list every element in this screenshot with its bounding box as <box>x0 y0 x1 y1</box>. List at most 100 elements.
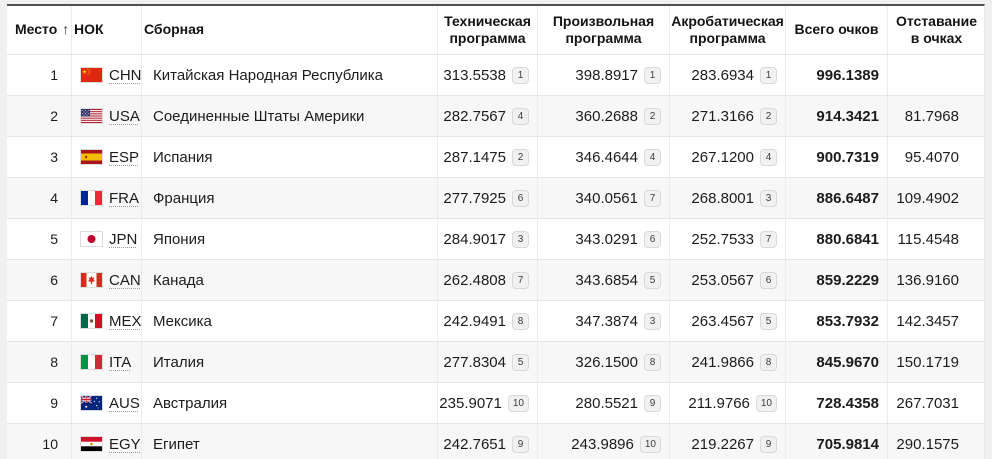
noc-cell: ESP <box>71 137 141 177</box>
team-cell: Мексика <box>141 301 437 341</box>
noc-cell: MEX <box>71 301 141 341</box>
rank-badge: 7 <box>760 230 777 248</box>
place-cell: 1 <box>50 67 58 83</box>
noc-cell: USA <box>71 96 141 136</box>
column-header-noc-label: НОК <box>74 21 104 38</box>
noc-code[interactable]: CAN <box>109 271 141 289</box>
rank-badge: 10 <box>507 394 529 412</box>
rank-badge: 8 <box>644 353 661 371</box>
noc-code[interactable]: EGY <box>109 435 141 453</box>
acro-score-cell: 253.0567 6 <box>669 260 785 300</box>
total-cell: 914.3421 <box>785 96 887 136</box>
rank-badge: 10 <box>755 394 777 412</box>
tech-score-cell: 262.4808 7 <box>437 260 537 300</box>
rank-badge: 2 <box>644 107 661 125</box>
behind-cell: 95.4070 <box>887 137 985 177</box>
table-body: 1 CHN Китайская Народная Республика 313.… <box>7 55 984 459</box>
noc-code[interactable]: AUS <box>109 394 140 412</box>
table-row: 7 MEX Мексика 242.9491 8 347.3874 3 263.… <box>7 300 984 341</box>
rank-badge: 4 <box>760 148 777 166</box>
acro-score-cell: 252.7533 7 <box>669 219 785 259</box>
noc-cell: JPN <box>71 219 141 259</box>
team-cell: Франция <box>141 178 437 218</box>
acro-score-cell: 263.4567 5 <box>669 301 785 341</box>
column-header-noc: НОК <box>71 6 141 54</box>
table-header-row: Место ↑ НОК Сборная Техническая программ… <box>7 6 984 55</box>
table-row: 2 USA Соединенные Штаты Америки 282.7567… <box>7 95 984 136</box>
table-row: 3 ESP Испания 287.1475 2 346.4644 4 267.… <box>7 136 984 177</box>
column-header-acrobatic-label: Акробатическая программа <box>671 12 784 47</box>
acro-score-cell: 211.9766 10 <box>669 383 785 423</box>
team-cell: Канада <box>141 260 437 300</box>
noc-code[interactable]: JPN <box>109 230 138 248</box>
noc-cell: CHN <box>71 55 141 95</box>
behind-cell <box>887 55 985 95</box>
table-row: 10 EGY Египет 242.7651 9 243.9896 10 219… <box>7 423 984 459</box>
team-cell: Австралия <box>141 383 437 423</box>
table-row: 9 AUS Австралия 235.9071 10 280.5521 9 2… <box>7 382 984 423</box>
flag-icon-can <box>80 272 103 288</box>
noc-code[interactable]: CHN <box>109 66 141 84</box>
rank-badge: 2 <box>760 107 777 125</box>
column-header-place[interactable]: Место ↑ <box>7 6 71 54</box>
noc-code[interactable]: MEX <box>109 312 141 330</box>
behind-cell: 115.4548 <box>887 219 985 259</box>
rank-badge: 6 <box>760 271 777 289</box>
tech-score-cell: 277.8304 5 <box>437 342 537 382</box>
rank-badge: 1 <box>512 66 529 84</box>
flag-icon-mex <box>80 313 103 329</box>
noc-code[interactable]: FRA <box>109 189 139 207</box>
rank-badge: 1 <box>760 66 777 84</box>
table-row: 8 ITA Италия 277.8304 5 326.1500 8 241.9… <box>7 341 984 382</box>
tech-score-cell: 287.1475 2 <box>437 137 537 177</box>
team-cell: Египет <box>141 424 437 459</box>
flag-icon-fra <box>80 190 103 206</box>
rank-badge: 8 <box>512 312 529 330</box>
table-row: 6 CAN Канада 262.4808 7 343.6854 5 253.0… <box>7 259 984 300</box>
noc-code[interactable]: ITA <box>109 353 132 371</box>
place-cell: 3 <box>50 149 58 165</box>
sort-ascending-icon: ↑ <box>62 21 70 38</box>
behind-cell: 150.1719 <box>887 342 985 382</box>
place-cell: 7 <box>50 313 58 329</box>
rank-badge: 4 <box>644 148 661 166</box>
column-header-total: Всего очков <box>785 6 887 54</box>
rank-badge: 3 <box>512 230 529 248</box>
place-cell: 5 <box>50 231 58 247</box>
rank-badge: 4 <box>512 107 529 125</box>
noc-code[interactable]: ESP <box>109 148 140 166</box>
total-cell: 859.2229 <box>785 260 887 300</box>
place-cell: 9 <box>50 395 58 411</box>
behind-cell: 136.9160 <box>887 260 985 300</box>
rank-badge: 7 <box>512 271 529 289</box>
free-score-cell: 346.4644 4 <box>537 137 669 177</box>
rank-badge: 7 <box>644 189 661 207</box>
free-score-cell: 398.8917 1 <box>537 55 669 95</box>
noc-cell: ITA <box>71 342 141 382</box>
team-cell: Италия <box>141 342 437 382</box>
team-cell: Соединенные Штаты Америки <box>141 96 437 136</box>
total-cell: 853.7932 <box>785 301 887 341</box>
column-header-team-label: Сборная <box>144 21 205 38</box>
acro-score-cell: 267.1200 4 <box>669 137 785 177</box>
noc-code[interactable]: USA <box>109 107 140 125</box>
rank-badge: 10 <box>639 435 661 453</box>
free-score-cell: 340.0561 7 <box>537 178 669 218</box>
noc-cell: FRA <box>71 178 141 218</box>
place-cell: 10 <box>42 436 58 452</box>
column-header-free-label: Произвольная программа <box>552 12 655 47</box>
behind-cell: 81.7968 <box>887 96 985 136</box>
place-cell: 6 <box>50 272 58 288</box>
rank-badge: 5 <box>760 312 777 330</box>
total-cell: 705.9814 <box>785 424 887 459</box>
total-cell: 728.4358 <box>785 383 887 423</box>
team-cell: Китайская Народная Республика <box>141 55 437 95</box>
tech-score-cell: 242.9491 8 <box>437 301 537 341</box>
rank-badge: 3 <box>644 312 661 330</box>
total-cell: 880.6841 <box>785 219 887 259</box>
table-row: 5 JPN Япония 284.9017 3 343.0291 6 252.7… <box>7 218 984 259</box>
results-table: Место ↑ НОК Сборная Техническая программ… <box>7 4 985 459</box>
place-cell: 8 <box>50 354 58 370</box>
rank-badge: 5 <box>644 271 661 289</box>
behind-cell: 109.4902 <box>887 178 985 218</box>
